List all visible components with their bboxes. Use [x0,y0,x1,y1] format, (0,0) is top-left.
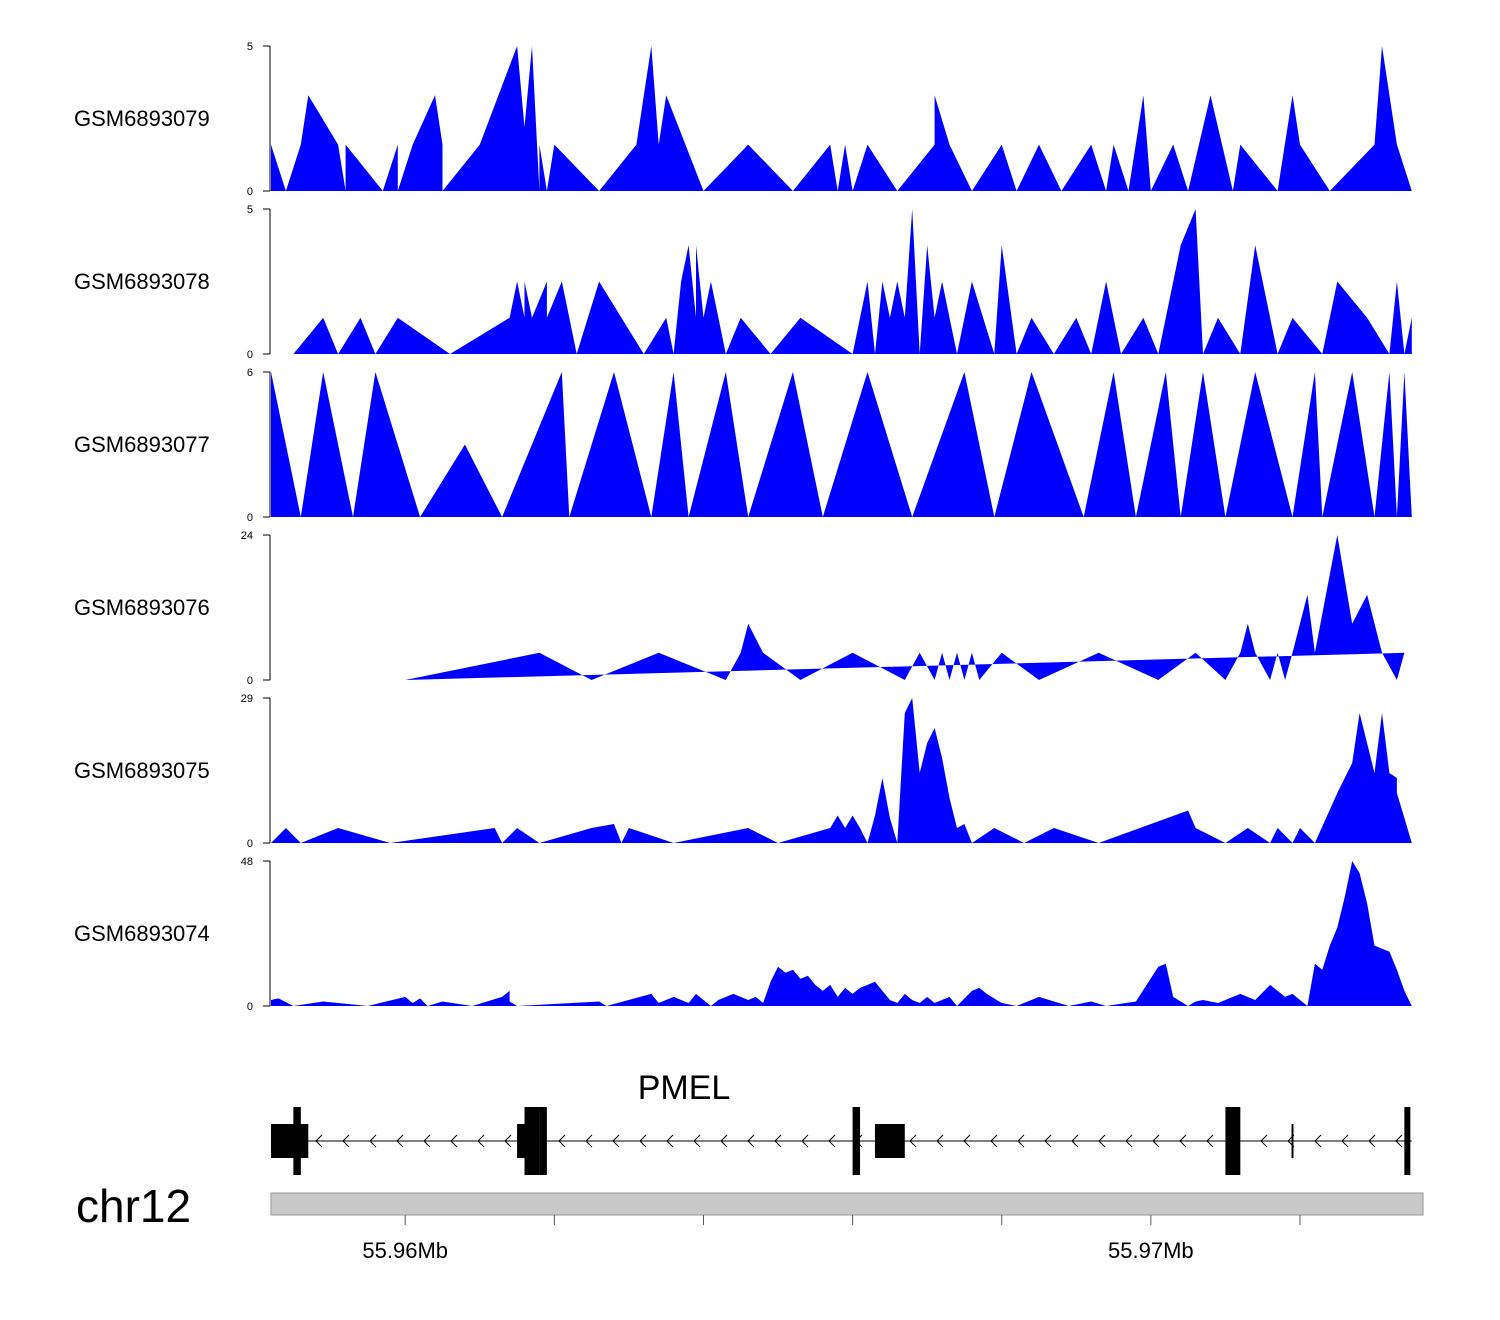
track-label: GSM6893075 [74,758,210,783]
strand-chevron [963,1134,971,1148]
strand-chevron [1179,1134,1187,1148]
strand-chevron [1044,1134,1052,1148]
strand-chevron [990,1134,998,1148]
strand-chevron [801,1134,809,1148]
strand-chevron [828,1134,836,1148]
strand-chevron [639,1134,647,1148]
exon-cds [852,1107,861,1175]
strand-chevron [612,1134,620,1148]
x-tick-label: 55.97Mb [1108,1238,1194,1263]
exon-cds [1404,1107,1411,1175]
y-tick-label: 6 [247,367,253,379]
strand-chevron [396,1134,404,1148]
strand-chevron [558,1134,566,1148]
strand-chevron [1125,1134,1133,1148]
y-tick-label: 5 [247,41,253,53]
strand-chevron [1341,1134,1349,1148]
strand-chevron [1098,1134,1106,1148]
y-tick-label: 0 [247,675,253,687]
strand-chevron [1017,1134,1025,1148]
y-tick-label: 24 [241,530,253,542]
strand-chevron [450,1134,458,1148]
strand-chevron [693,1134,701,1148]
exon-cds [1225,1107,1241,1175]
strand-chevron [315,1134,323,1148]
signal-area [271,861,1412,1006]
x-tick-label: 55.96Mb [362,1238,448,1263]
strand-chevron [342,1134,350,1148]
track-label: GSM6893078 [74,269,210,294]
track-GSM6893076: GSM6893076 24 0 [74,530,1405,687]
y-tick-label: 48 [241,856,253,868]
strand-chevron [774,1134,782,1148]
strand-chevron [585,1134,593,1148]
gene-track: PMEL [271,1069,1412,1175]
strand-chevron [477,1134,485,1148]
strand-chevron [504,1134,512,1148]
signal-tracks: GSM689307950GSM689307850GSM689307760GSM6… [74,41,1412,1013]
gene-label: PMEL [638,1069,731,1107]
strand-chevron [423,1134,431,1148]
track-label: GSM6893074 [74,921,210,946]
y-tick-label: 0 [247,349,253,361]
strand-chevron [909,1134,917,1148]
strand-chevron [936,1134,944,1148]
track-GSM6893078: GSM6893078 5 0 [74,204,1412,361]
strand-chevron [1395,1134,1403,1148]
y-tick-label: 0 [247,1001,253,1013]
track-GSM6893079: GSM6893079 5 0 [74,41,1412,198]
strand-chevron [720,1134,728,1148]
track-GSM6893075: GSM6893075 29 0 [74,693,1412,850]
y-tick-label: 0 [247,512,253,524]
signal-area [271,46,1412,191]
strand-chevron [1071,1134,1079,1148]
strand-chevron [1368,1134,1376,1148]
chromosome-label: chr12 [76,1180,191,1232]
strand-chevron [1314,1134,1322,1148]
track-label: GSM6893076 [74,595,210,620]
y-tick-label: 5 [247,204,253,216]
exon-cds [539,1107,547,1175]
exon-cds [293,1107,301,1175]
signal-area [271,372,1412,517]
track-label: GSM6893079 [74,106,210,131]
chromosome-bar [270,1192,1424,1216]
exon-utr [271,1124,309,1158]
exon-utr [874,1124,905,1158]
strand-chevron [1152,1134,1160,1148]
signal-area [293,209,1412,354]
track-GSM6893074: GSM6893074 48 0 [74,856,1412,1013]
strand-chevron [666,1134,674,1148]
strand-chevron [369,1134,377,1148]
exon-cds [524,1107,540,1175]
y-tick-label: 0 [247,838,253,850]
genome-axis: chr12 55.96Mb 55.97Mb [76,1180,1424,1263]
strand-chevron [747,1134,755,1148]
signal-area [405,535,1405,680]
track-label: GSM6893077 [74,432,210,457]
strand-chevron [1260,1134,1268,1148]
y-tick-label: 29 [241,693,253,705]
track-GSM6893077: GSM6893077 6 0 [74,367,1412,524]
signal-area [271,698,1412,843]
strand-chevron [1206,1134,1214,1148]
y-tick-label: 0 [247,186,253,198]
